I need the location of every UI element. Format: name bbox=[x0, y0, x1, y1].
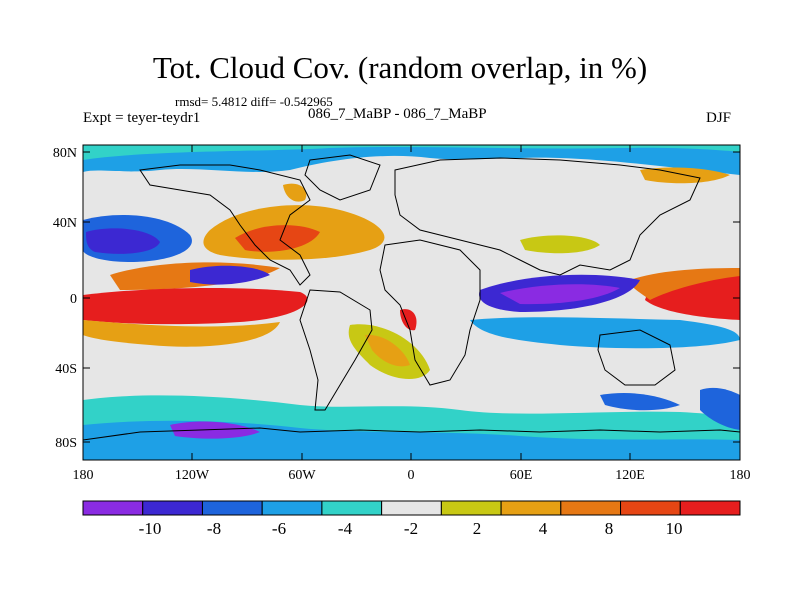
lon-label-60w: 60W bbox=[288, 468, 316, 483]
lon-label-120e: 120E bbox=[615, 468, 645, 483]
colorbar-label: -4 bbox=[338, 519, 353, 538]
lon-labels: 180 120W 60W 0 60E 120E 180 bbox=[73, 468, 751, 483]
rmsd-diff-stats: rmsd= 5.4812 diff= -0.542965 bbox=[175, 94, 333, 109]
colorbar-swatch bbox=[560, 500, 622, 516]
colorbar-label: 4 bbox=[539, 519, 548, 538]
season-label: DJF bbox=[706, 110, 732, 126]
colorbar-swatch bbox=[201, 500, 263, 516]
colorbar-swatch bbox=[620, 500, 681, 516]
colorbar-swatch bbox=[321, 500, 383, 516]
colorbar-label: -10 bbox=[139, 519, 162, 538]
colorbar-label: -2 bbox=[404, 519, 418, 538]
map-title: Tot. Cloud Cov. (random overlap, in %) bbox=[152, 50, 648, 85]
lat-label-eq: 0 bbox=[70, 292, 77, 307]
lon-label-180e: 180 bbox=[730, 468, 751, 483]
colorbar-label: 2 bbox=[473, 519, 482, 538]
colorbar-swatch bbox=[82, 500, 144, 516]
period-label: 086_7_MaBP - 086_7_MaBP bbox=[308, 106, 487, 122]
colorbar-swatch bbox=[500, 500, 562, 516]
lon-label-180w: 180 bbox=[73, 468, 94, 483]
colorbar-swatch bbox=[381, 500, 442, 516]
experiment-label: Expt = teyer-teydr1 bbox=[83, 110, 201, 126]
lat-label-80n: 80N bbox=[53, 146, 77, 161]
colorbar-swatch bbox=[142, 500, 203, 516]
lon-label-120w: 120W bbox=[175, 468, 210, 483]
lat-tick-marks bbox=[83, 151, 740, 443]
colorbar-label: -8 bbox=[207, 519, 221, 538]
colorbar-label: 10 bbox=[666, 519, 683, 538]
lat-labels: 80N 40N 0 40S 80S bbox=[53, 146, 77, 451]
map-field bbox=[83, 145, 740, 460]
lon-label-60e: 60E bbox=[510, 468, 533, 483]
lon-label-0: 0 bbox=[408, 468, 415, 483]
colorbar-labels: -10 -8 -6 -4 -2 2 4 8 10 bbox=[139, 519, 683, 538]
colorbar-label: -6 bbox=[272, 519, 286, 538]
lon-tick-marks bbox=[82, 145, 741, 460]
lat-label-40n: 40N bbox=[53, 216, 77, 231]
colorbar-label: 8 bbox=[605, 519, 614, 538]
lat-label-40s: 40S bbox=[55, 362, 77, 377]
coastlines bbox=[83, 154, 740, 441]
colorbar-swatch bbox=[261, 500, 323, 516]
colorbar bbox=[82, 500, 741, 516]
colorbar-swatch bbox=[440, 500, 502, 516]
colorbar-swatch bbox=[679, 500, 741, 516]
lat-label-80s: 80S bbox=[55, 436, 77, 451]
